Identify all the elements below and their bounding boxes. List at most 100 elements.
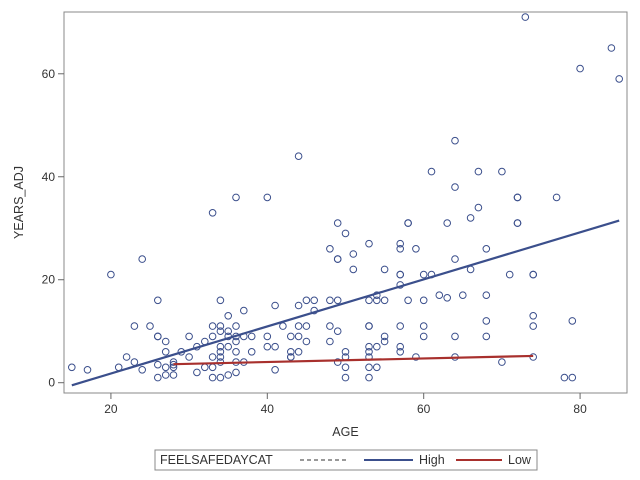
data-point xyxy=(396,342,405,351)
data-point xyxy=(161,348,170,356)
legend-title: FEELSAFEDAYCAT xyxy=(160,453,273,467)
data-point xyxy=(482,291,491,300)
data-point xyxy=(146,322,154,330)
data-point xyxy=(466,265,475,274)
data-point xyxy=(498,167,506,176)
y-tick-label: 60 xyxy=(42,67,56,81)
data-point xyxy=(224,342,232,351)
data-point xyxy=(373,363,381,372)
data-point xyxy=(365,373,373,382)
legend-label-high: High xyxy=(419,453,445,467)
data-point xyxy=(552,193,561,202)
data-point xyxy=(576,64,584,73)
data-point xyxy=(396,348,405,356)
data-point xyxy=(294,348,303,356)
data-point xyxy=(365,296,373,305)
data-point xyxy=(380,337,389,346)
data-point xyxy=(482,332,491,341)
data-point xyxy=(224,371,232,379)
data-point xyxy=(365,363,373,372)
data-point xyxy=(294,332,303,341)
data-point xyxy=(505,270,514,279)
data-point xyxy=(154,296,162,305)
data-point xyxy=(185,332,193,341)
data-point xyxy=(341,229,350,238)
data-point xyxy=(232,368,240,377)
data-point xyxy=(443,219,452,227)
data-point xyxy=(333,327,342,336)
data-point xyxy=(287,353,295,361)
data-point xyxy=(193,368,201,377)
data-point xyxy=(185,353,193,361)
y-axis-ticks: 0 20 40 60 xyxy=(42,67,64,390)
data-point xyxy=(279,322,287,330)
data-point xyxy=(349,250,358,258)
data-point xyxy=(380,332,389,341)
data-point xyxy=(521,13,530,21)
data-point xyxy=(365,342,373,351)
data-point xyxy=(333,296,342,305)
x-tick-label: 60 xyxy=(417,402,431,416)
data-point xyxy=(247,332,256,341)
data-point xyxy=(68,363,76,372)
plot-frame xyxy=(63,11,628,394)
data-point xyxy=(138,255,146,263)
data-point xyxy=(419,322,428,330)
data-point xyxy=(419,332,428,341)
y-axis-title: YEARS_ADJ xyxy=(12,166,26,239)
data-point xyxy=(560,373,569,382)
data-point xyxy=(498,358,506,366)
data-point xyxy=(271,342,279,351)
data-point xyxy=(380,296,389,305)
data-point xyxy=(365,348,373,356)
data-point xyxy=(435,291,444,300)
data-point xyxy=(138,366,146,374)
data-point xyxy=(326,322,334,330)
data-point xyxy=(451,255,459,263)
data-point xyxy=(302,296,311,305)
data-point xyxy=(208,209,217,217)
data-point xyxy=(154,360,162,369)
data-point xyxy=(380,265,389,274)
data-point xyxy=(232,337,240,346)
data-point xyxy=(419,296,428,305)
data-point xyxy=(459,291,467,300)
data-point xyxy=(568,317,577,325)
data-point xyxy=(326,245,334,253)
data-point xyxy=(216,322,225,330)
data-point xyxy=(513,193,522,202)
y-tick-label: 40 xyxy=(42,170,56,184)
data-point xyxy=(224,312,232,320)
data-point xyxy=(216,342,225,351)
data-point xyxy=(287,332,295,341)
data-point xyxy=(365,239,373,248)
data-point xyxy=(607,44,616,52)
data-point xyxy=(302,337,311,346)
data-point xyxy=(302,322,311,330)
data-point xyxy=(466,214,475,222)
data-point xyxy=(271,301,279,310)
data-point xyxy=(208,322,217,330)
y-tick-label: 0 xyxy=(48,376,55,390)
data-point xyxy=(154,332,162,341)
data-point xyxy=(482,317,491,325)
data-point xyxy=(443,294,452,302)
fit-line-low xyxy=(173,354,534,366)
x-tick-label: 80 xyxy=(573,402,587,416)
data-point xyxy=(287,348,295,356)
data-point xyxy=(341,363,350,372)
data-point xyxy=(373,296,381,305)
data-point xyxy=(341,348,350,356)
data-point xyxy=(474,203,483,212)
data-point xyxy=(130,358,139,366)
data-point xyxy=(451,183,459,191)
data-point xyxy=(529,322,538,330)
data-point xyxy=(412,353,420,361)
points-layer xyxy=(68,13,624,382)
data-point xyxy=(240,306,248,315)
data-point xyxy=(216,353,225,361)
data-point xyxy=(341,373,350,382)
data-point xyxy=(216,296,225,305)
data-point xyxy=(396,270,405,279)
data-point xyxy=(232,322,240,330)
